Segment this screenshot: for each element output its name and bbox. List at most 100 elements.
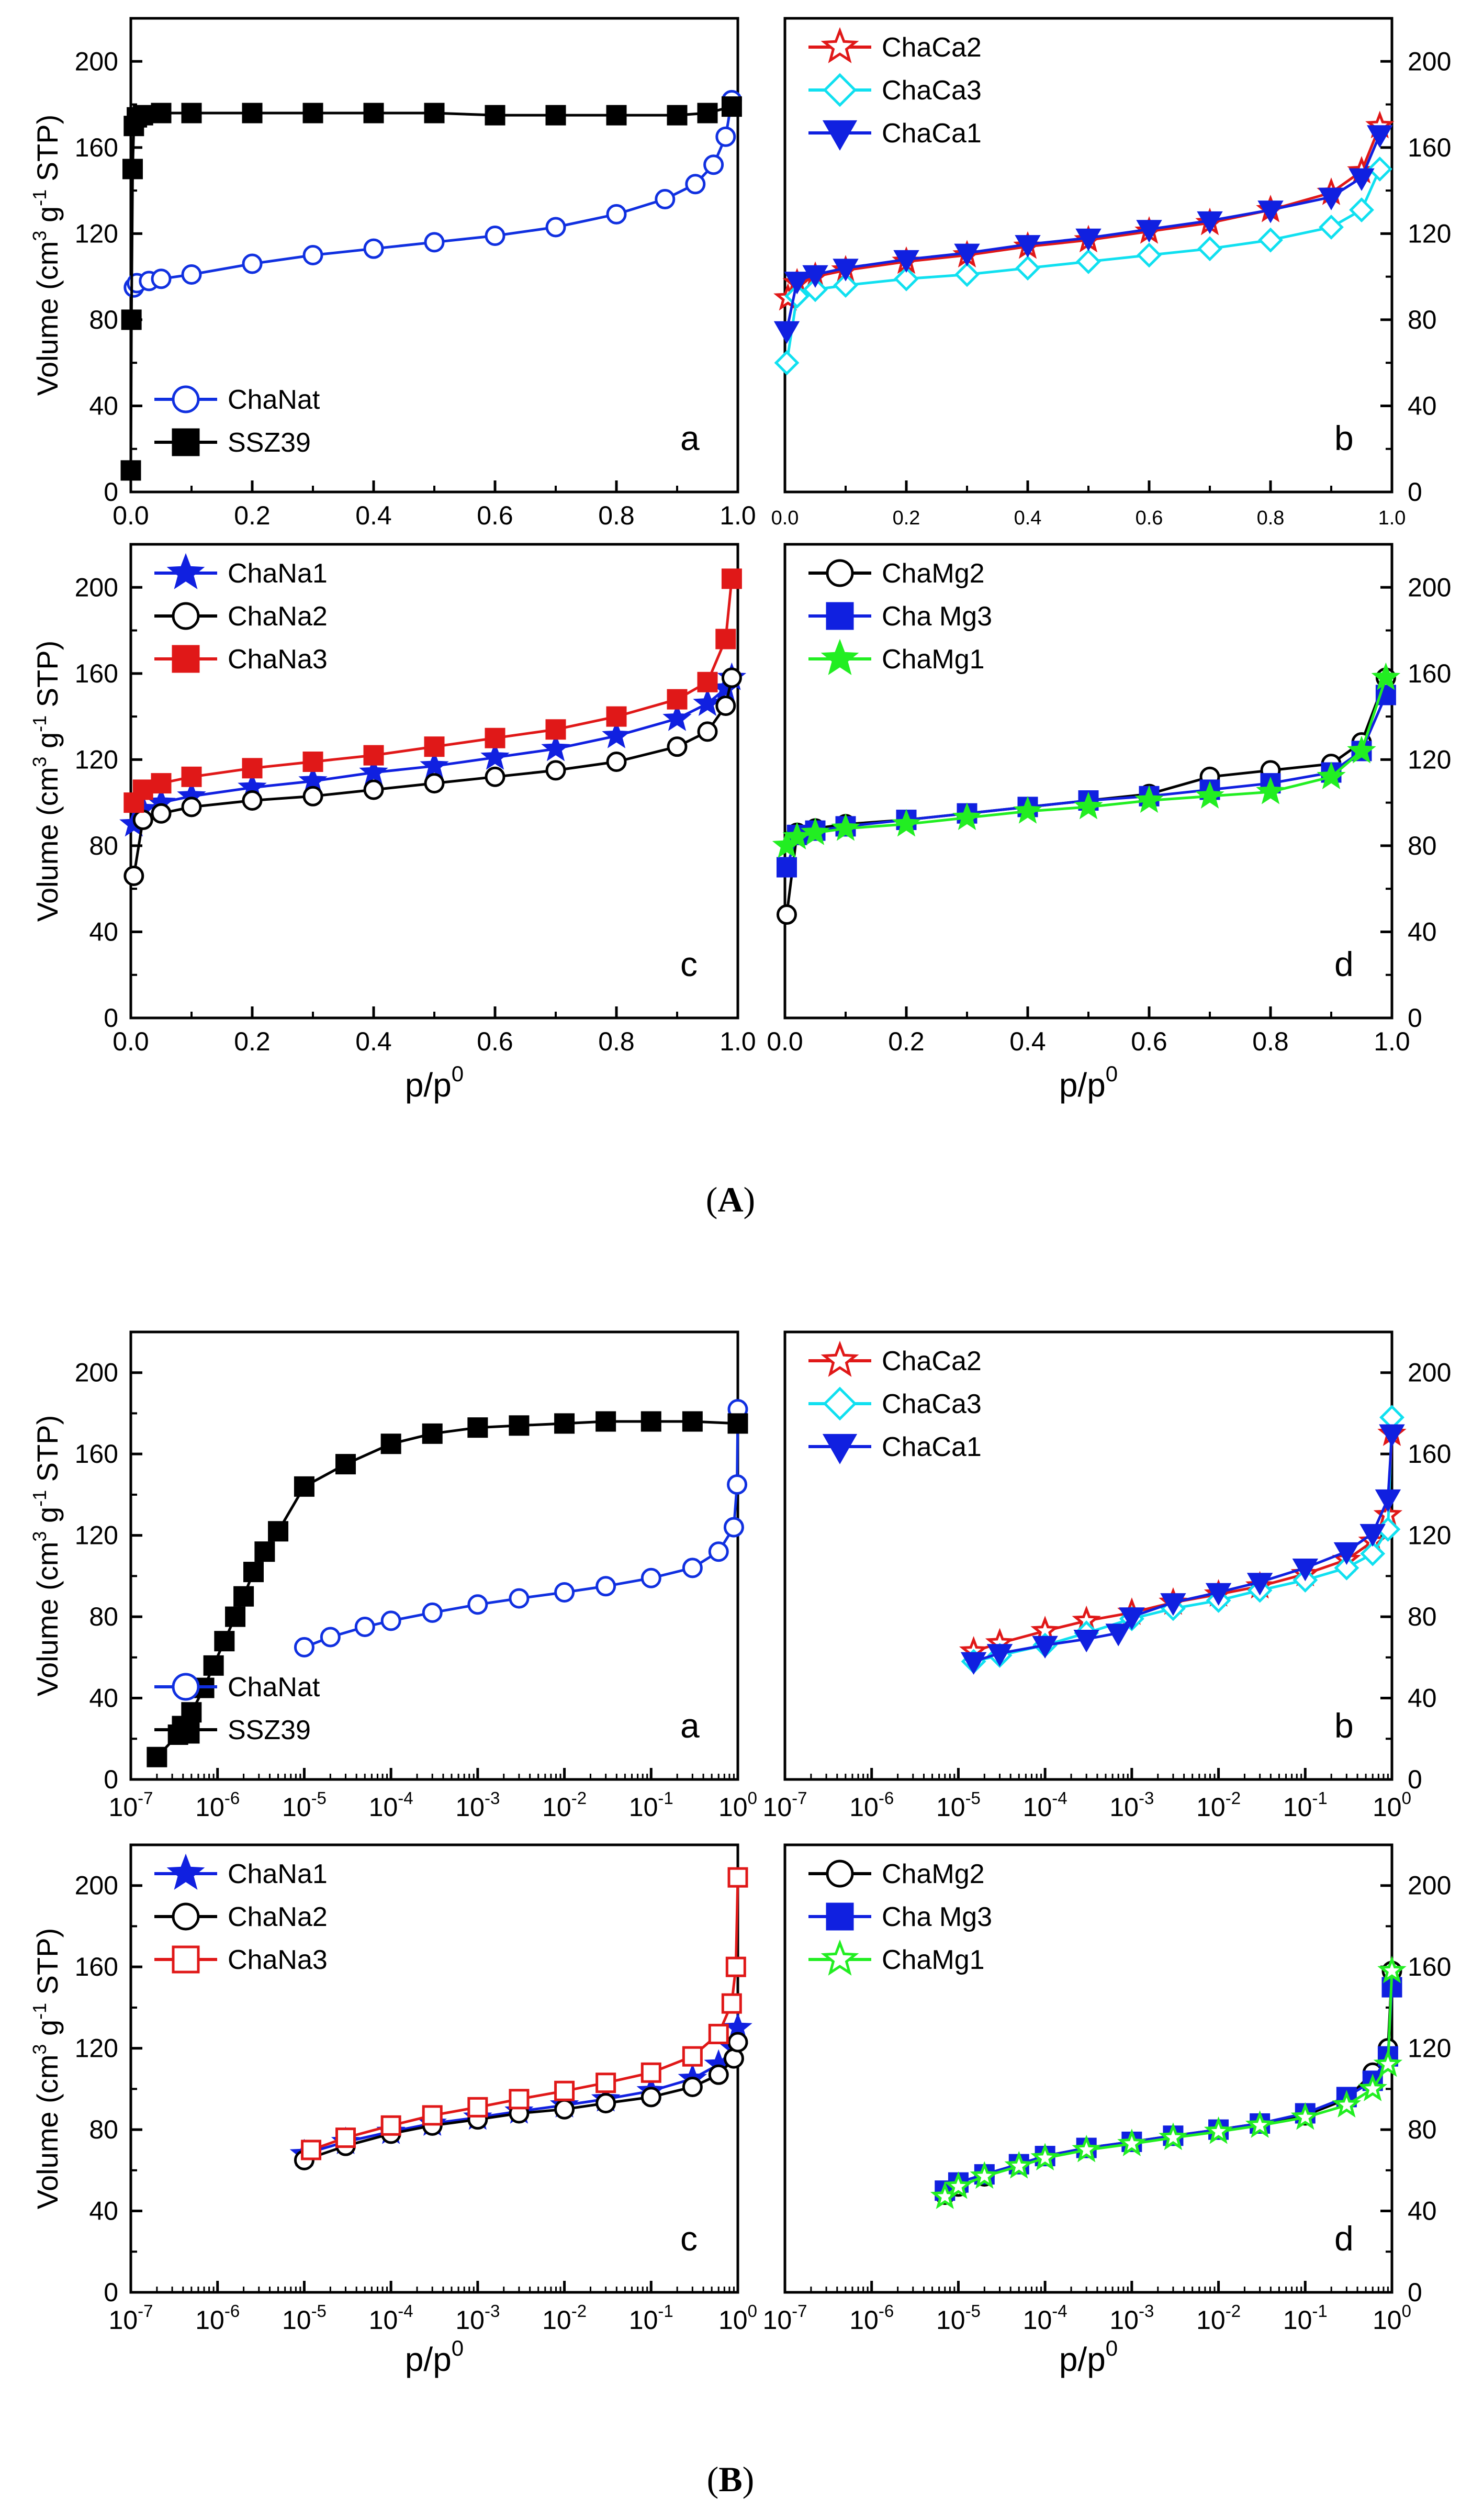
legend-label: SSZ39: [228, 428, 311, 458]
data-point: [424, 232, 445, 253]
legend: ChaMg2 Cha Mg3 ChaMg1: [808, 1859, 992, 1976]
data-point: [1367, 156, 1392, 182]
legend-marker: [821, 1340, 859, 1377]
data-point: [302, 786, 323, 807]
data-point: [242, 253, 263, 274]
x-tick-label: 0.4: [355, 1027, 392, 1056]
x-tick-label: 10-3: [455, 1788, 500, 1822]
legend-label: ChaCa3: [882, 75, 982, 106]
data-point: [541, 733, 570, 761]
legend-marker: [821, 639, 859, 675]
data-point: [545, 760, 566, 781]
legend-marker: [822, 120, 858, 151]
data-point: [268, 1521, 289, 1542]
data-point: [233, 1586, 254, 1607]
data-point: [723, 2048, 744, 2069]
data-point: [545, 217, 566, 238]
data-point: [606, 105, 627, 126]
data-point: [1119, 1607, 1145, 1630]
data-point: [132, 779, 153, 800]
data-point: [242, 758, 263, 779]
x-tick-label: 0.2: [888, 1027, 925, 1056]
y-tick-label: 80: [89, 1602, 118, 1631]
x-tick-label: 0.2: [234, 501, 271, 530]
legend-label: ChaNat: [228, 1672, 320, 1703]
y-tick-label: 160: [75, 1439, 118, 1469]
plot-panels: 0 40 80 120 160 200 0.0 0.2 0.4 0.6 0.8 1.0 ChaNat SS…: [29, 17, 1451, 2378]
data-point: [242, 790, 263, 811]
data-point: [682, 1558, 703, 1578]
y-tick-label: 160: [1408, 1439, 1451, 1469]
data-point: [363, 779, 384, 800]
series-SSZ39: [120, 96, 742, 481]
data-point: [595, 1576, 616, 1597]
data-point: [606, 706, 627, 727]
plot-frame: [129, 1843, 739, 2294]
data-point: [727, 1413, 748, 1434]
y-tick-label: 80: [89, 2115, 118, 2144]
data-point: [424, 103, 445, 124]
y-tick-label: 80: [89, 831, 118, 860]
panel-A-a: 0 40 80 120 160 200 0.0 0.2 0.4 0.6 0.8 1.0 ChaNat SS…: [29, 17, 756, 530]
legend-label: ChaNa3: [228, 644, 328, 675]
legend-label: ChaCa2: [882, 1346, 982, 1376]
data-point: [774, 350, 800, 376]
legend-marker: [826, 559, 854, 587]
data-point: [509, 2089, 530, 2110]
data-point: [1004, 2151, 1034, 2179]
data-point: [1159, 2122, 1188, 2151]
data-point: [697, 103, 718, 124]
x-tick-label: 10-6: [195, 2301, 240, 2335]
x-tick-label: 10-4: [1023, 1788, 1067, 1822]
data-point: [715, 629, 736, 649]
data-point: [380, 1433, 401, 1454]
data-point: [545, 719, 566, 740]
data-point: [831, 813, 860, 841]
legend-label: ChaNa2: [228, 601, 328, 632]
data-point: [151, 268, 172, 289]
legend: ChaNa1 ChaNa2 ChaNa3: [154, 1853, 328, 1975]
x-tick-label: 10-1: [1283, 1788, 1328, 1822]
data-point: [682, 1411, 703, 1432]
data-point: [725, 1956, 746, 1977]
legend-label: ChaNa1: [228, 1859, 328, 1889]
data-point: [1032, 1636, 1058, 1659]
y-tick-label: 120: [75, 219, 118, 248]
y-tick-label: 40: [1408, 917, 1437, 946]
data-point: [242, 103, 263, 124]
y-tick-label: 80: [89, 305, 118, 334]
legend-marker: [172, 645, 200, 673]
data-point: [782, 822, 812, 850]
y-tick-label: 120: [1408, 1521, 1451, 1550]
legend-label: ChaMg1: [882, 644, 985, 675]
x-tick-label: 10-6: [849, 2301, 894, 2335]
legend-label: Cha Mg3: [882, 1902, 992, 1932]
data-point: [467, 1417, 488, 1438]
data-point: [986, 1644, 1013, 1667]
x-tick-label: 1.0: [1378, 507, 1406, 529]
data-point: [721, 96, 742, 117]
caption-B: (B): [707, 2459, 755, 2499]
panel-B-c: 0 40 80 120 160 200 10-7 10-6 10-5 10-4 10-3 10-2 10…: [29, 1843, 757, 2378]
x-tick-label: 0.0: [771, 507, 799, 529]
data-point: [1015, 255, 1040, 281]
series-ChaNat: [294, 1399, 748, 1657]
panel-B-d: 0 40 80 120 160 200 10-7 10-6 10-5 10-4 10-3 10-2 10…: [763, 1843, 1451, 2378]
x-tick-label: 100: [1373, 2301, 1411, 2335]
data-point: [181, 766, 202, 787]
x-tick-label: 10-7: [763, 1788, 807, 1822]
data-point: [302, 751, 323, 772]
data-point: [727, 2032, 748, 2053]
y-tick-label: 160: [1408, 1952, 1451, 1981]
data-point: [1333, 1542, 1360, 1565]
panel-letter: b: [1334, 1706, 1354, 1745]
legend-marker: [172, 1673, 200, 1701]
x-axis-title: p/p0: [1059, 2336, 1118, 2378]
x-tick-label: 0.0: [113, 1027, 149, 1056]
y-tick-label: 0: [104, 1765, 118, 1794]
data-point: [1204, 2116, 1233, 2144]
data-point: [655, 189, 676, 210]
x-tick-label: 10-4: [369, 2301, 413, 2335]
